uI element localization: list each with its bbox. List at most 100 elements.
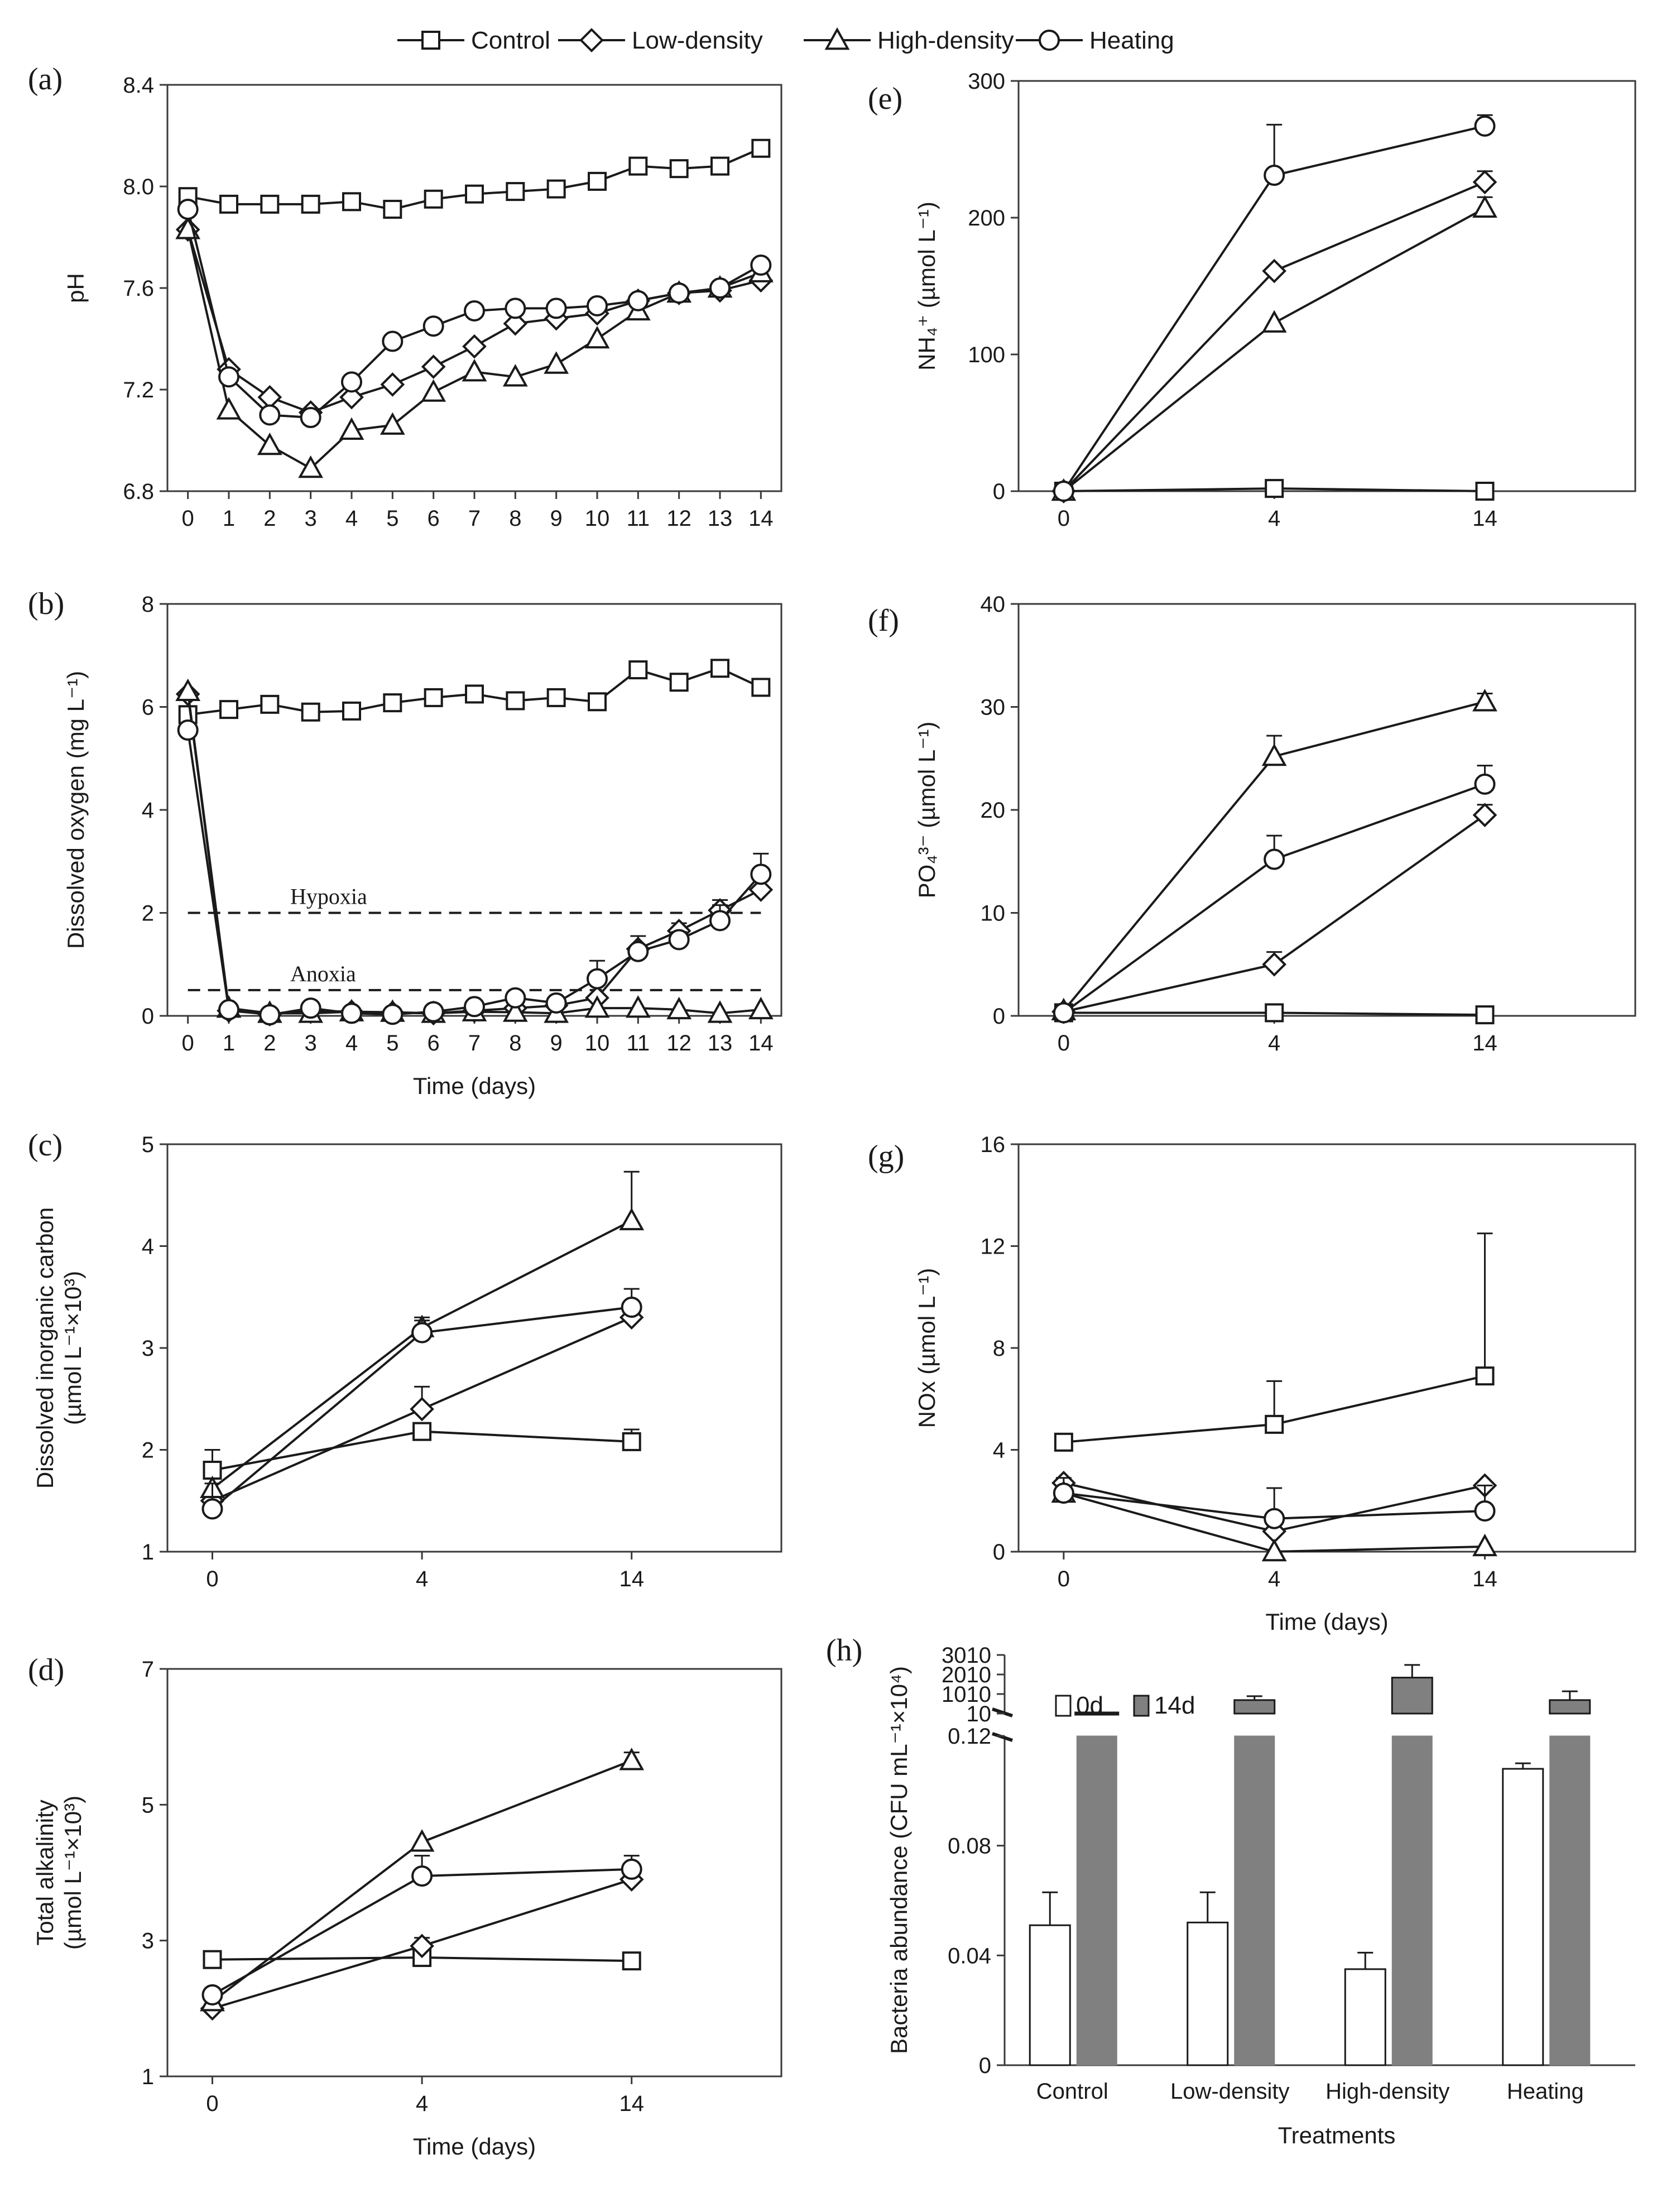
data-point-triangle [175,678,201,702]
data-point-square [260,694,280,714]
data-point-square [412,1422,432,1441]
data-point-square [1475,482,1495,501]
legend: Control Low-density High-density Heating [397,27,1174,54]
series-heating [1053,765,1496,1024]
x-tick-label: 0 [182,1031,194,1055]
x-tick-label: 4 [345,1031,358,1055]
series-line [1063,207,1486,492]
data-point-square [546,688,566,707]
x-tick-label: 8 [509,1031,521,1055]
data-point-square [628,660,648,680]
data-point-circle [505,987,526,1009]
data-point-square [751,138,771,158]
data-point-circle [341,371,362,393]
legend-label: 14d [1154,1692,1195,1719]
series-heating [177,719,772,1026]
panel-label: (d) [28,1653,64,1687]
y-tick-label: 8 [142,592,154,617]
data-point-circle [422,1001,444,1023]
y-tick-label: 40 [981,592,1006,617]
series-line [186,694,762,1016]
x-tick-label: 14 [1472,506,1497,531]
legend-item-heating: Heating [1016,27,1174,54]
y-tick-label: 8.0 [123,175,154,199]
plot-frame [1017,80,1636,492]
y-tick-label: 0.08 [948,1834,991,1859]
y-axis-label: NOx (µmol L⁻¹) [914,1268,940,1428]
x-tick-label: 6 [428,1031,440,1055]
data-point-circle [177,719,199,741]
x-tick-label: 0 [1058,506,1070,531]
y-tick-label: 8 [993,1336,1005,1361]
data-point-triangle [421,379,446,402]
data-point-diamond [503,311,528,336]
data-point-triangle [625,995,651,1018]
y-tick-label: 6 [142,695,154,720]
data-point-triangle [380,412,405,435]
data-point-triangle [584,995,610,1018]
data-point-triangle [1472,689,1497,712]
x-tick-label: 0 [1058,1567,1070,1591]
y-axis-label: pH [63,273,89,303]
data-point-triangle [339,417,364,440]
data-point-circle [1474,115,1496,137]
data-point-square [588,171,607,191]
data-point-diamond [1472,803,1497,828]
data-point-circle [218,999,239,1020]
panel-label: (c) [28,1128,63,1163]
data-point-square [342,701,361,721]
y-tick-label: 0.12 [948,1724,991,1749]
data-point-square [1054,1432,1073,1452]
plot-frame [166,1668,782,2077]
y-tick-label: 7.6 [123,276,154,301]
x-tick-label: 5 [386,506,398,531]
y-tick-label: 0.04 [948,1944,991,1968]
y-tick-label: 16 [981,1133,1006,1157]
data-point-square [301,702,320,722]
x-tick-label: 12 [666,1031,691,1055]
y-tick-label: 12 [981,1235,1006,1259]
y-tick-label: 0 [993,1540,1005,1565]
data-point-circle [621,1858,642,1880]
data-point-circle [259,1004,281,1026]
data-point-circle [668,282,690,304]
data-point-triangle [1472,1533,1497,1557]
y-tick-label: 0 [993,479,1005,504]
panel-e: (e) 0 100 200 300 0 4 14 NH₄⁺ (µmol L⁻¹) [868,69,1636,531]
x-tick-label: 13 [708,506,733,531]
y-axis-label-units: (µmol L⁻¹×10³) [60,1796,86,1950]
data-point-circle [341,1002,362,1024]
data-point-triangle [409,1829,435,1852]
series-control [203,1422,641,1480]
data-point-circle [1474,773,1496,795]
axis-break-mark [992,1707,1013,1717]
y-tick-label: 3 [142,1336,154,1361]
x-tick-label: High-density [1326,2079,1449,2104]
data-point-square [506,182,525,201]
y-axis-label-units: (µmol L⁻¹×10³) [60,1271,86,1425]
data-point-circle [627,941,649,962]
data-point-circle [1053,1002,1074,1024]
x-tick-label: 4 [345,506,358,531]
data-point-triangle [1261,310,1287,333]
bar-lower [1549,1735,1591,2066]
series-control [1054,1232,1495,1452]
data-point-circle [627,290,649,311]
x-tick-label: 14 [748,1031,774,1055]
x-tick-label: 4 [416,1567,428,1591]
panel-c: (c) 1 2 3 4 5 0 4 14 Dissolved inorganic carbon (µ… [28,1128,782,1591]
bar [1502,1768,1544,2066]
x-axis-label: Time (days) [1265,1609,1388,1635]
legend-item-low-density: Low-density [558,27,763,54]
data-point-triangle [748,996,774,1020]
x-tick-label: 6 [428,506,440,531]
data-point-diamond [339,385,364,410]
x-tick-label: 2 [263,506,276,531]
y-tick-label: 200 [968,206,1005,231]
y-axis-label: Total alkalinity [32,1800,58,1945]
bar-lower [1234,1735,1275,2066]
x-tick-label: 1 [223,506,235,531]
data-point-diamond [410,1933,434,1959]
series-control [178,138,771,219]
